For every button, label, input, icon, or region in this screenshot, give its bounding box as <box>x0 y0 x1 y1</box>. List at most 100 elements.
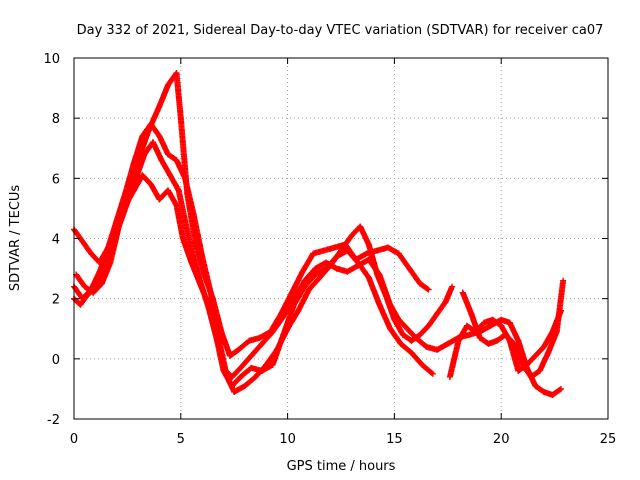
data-point <box>81 283 88 290</box>
data-point <box>130 187 137 194</box>
data-point <box>489 316 496 323</box>
data-point <box>331 244 338 251</box>
data-point <box>141 151 148 158</box>
data-point <box>540 343 547 350</box>
data-point <box>365 274 372 281</box>
data-point <box>391 316 398 323</box>
y-tick-label: -2 <box>47 413 60 428</box>
data-point <box>222 370 229 377</box>
data-point <box>256 334 263 341</box>
y-tick-label: 2 <box>52 293 60 308</box>
series-markers <box>71 121 563 398</box>
data-point <box>139 172 146 179</box>
data-point <box>357 223 364 230</box>
data-point <box>382 292 389 299</box>
data-point <box>156 196 163 203</box>
y-tick-label: 10 <box>43 52 60 67</box>
x-tick-label: 5 <box>177 432 185 447</box>
data-point <box>179 235 186 242</box>
data-point <box>269 328 276 335</box>
data-point <box>532 352 539 359</box>
data-point <box>459 289 466 296</box>
data-point <box>252 373 259 380</box>
series-track-2 <box>71 121 565 398</box>
data-point <box>442 298 449 305</box>
data-point <box>190 211 197 218</box>
data-point <box>487 322 494 329</box>
data-point <box>344 268 351 275</box>
data-point <box>269 361 276 368</box>
x-axis-label: GPS time / hours <box>287 459 396 474</box>
data-point <box>156 133 163 140</box>
data-point <box>205 301 212 308</box>
data-point <box>226 352 233 359</box>
data-point <box>214 334 221 341</box>
data-point <box>79 238 86 245</box>
data-point <box>417 280 424 287</box>
data-point <box>147 181 154 188</box>
data-point <box>237 364 244 371</box>
data-point <box>553 328 560 335</box>
data-point <box>323 259 330 266</box>
data-point <box>406 265 413 272</box>
data-point <box>312 265 319 272</box>
data-point <box>207 289 214 296</box>
data-point <box>528 373 535 380</box>
data-point <box>173 157 180 164</box>
data-point <box>246 337 253 344</box>
data-point <box>446 373 453 380</box>
data-point <box>408 337 415 344</box>
data-point <box>291 301 298 308</box>
data-point <box>197 280 204 287</box>
data-point <box>248 364 255 371</box>
data-point <box>182 175 189 182</box>
data-point <box>493 337 500 344</box>
data-point <box>310 250 317 257</box>
data-point <box>549 391 556 398</box>
data-point <box>540 388 547 395</box>
data-point <box>164 82 171 89</box>
data-point <box>498 322 505 329</box>
y-axis-label: SDTVAR / TECUs <box>8 185 23 292</box>
data-point <box>288 289 295 296</box>
data-point <box>423 343 430 350</box>
x-tick-label: 20 <box>493 432 510 447</box>
data-point <box>374 271 381 278</box>
data-point <box>113 220 120 227</box>
data-point <box>122 190 129 197</box>
data-point <box>237 373 244 380</box>
data-point <box>173 70 180 77</box>
data-point <box>417 331 424 338</box>
data-point <box>305 286 312 293</box>
data-point <box>434 346 441 353</box>
y-tick-label: 4 <box>52 233 60 248</box>
data-point <box>387 325 394 332</box>
data-point <box>248 352 255 359</box>
data-point <box>515 367 522 374</box>
data-point <box>77 301 84 308</box>
data-point <box>560 277 567 284</box>
data-point <box>464 322 471 329</box>
data-point <box>88 286 95 293</box>
data-point <box>130 160 137 167</box>
data-point <box>122 202 129 209</box>
data-point <box>79 295 86 302</box>
data-point <box>175 187 182 194</box>
x-tick-label: 10 <box>279 432 296 447</box>
series-track-6 <box>459 277 567 380</box>
data-point <box>107 259 114 266</box>
data-point <box>147 121 154 128</box>
data-point <box>263 361 270 368</box>
data-point <box>327 262 334 269</box>
data-point <box>408 349 415 356</box>
data-point <box>545 349 552 356</box>
axis-ticks: 0 5 10 15 20 25 -2 0 2 4 6 8 10 <box>43 52 616 447</box>
data-point <box>397 340 404 347</box>
data-point <box>374 247 381 254</box>
data-point <box>355 259 362 266</box>
x-tick-label: 25 <box>600 432 617 447</box>
data-point <box>320 247 327 254</box>
data-point <box>376 301 383 308</box>
data-point <box>182 217 189 224</box>
